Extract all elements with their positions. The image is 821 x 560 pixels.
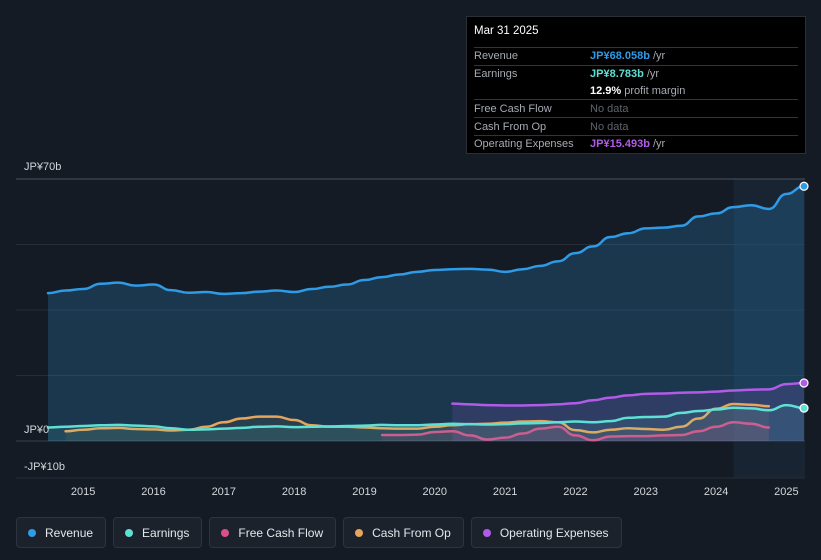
tooltip-label: Revenue: [474, 50, 519, 63]
y-label-zero: JP¥0: [24, 424, 49, 436]
revenue-line: [46, 185, 806, 296]
tooltip-label: Free Cash Flow: [474, 102, 552, 115]
legend-label: Cash From Op: [372, 525, 451, 540]
tooltip-value: No data: [590, 102, 629, 115]
tooltip-row-revenue: Revenue JP¥68.058b /yr: [474, 47, 798, 65]
data-tooltip: Mar 31 2025 Revenue JP¥68.058b /yr Earni…: [466, 16, 806, 154]
y-label-top: JP¥70b: [24, 161, 61, 173]
free-cash-flow-line: [380, 421, 771, 442]
legend-label: Revenue: [45, 525, 94, 540]
earnings-line: [46, 403, 806, 432]
tooltip-row-cfo: Cash From Op No data: [474, 117, 798, 135]
operating-expenses-line: [451, 381, 806, 407]
x-tick-label: 2025: [774, 486, 798, 498]
tooltip-value: No data: [590, 120, 629, 133]
tooltip-value: JP¥15.493b: [590, 138, 650, 151]
tooltip-value: JP¥8.783b: [590, 68, 644, 81]
legend-dot-icon: [125, 528, 134, 537]
legend-label: Free Cash Flow: [238, 525, 324, 540]
legend-dot-icon: [28, 528, 36, 537]
tooltip-value: 12.9%: [590, 84, 622, 97]
legend-label: Earnings: [142, 525, 190, 540]
legend-dot-icon: [221, 528, 230, 537]
earnings-area: [48, 405, 804, 441]
tooltip-unit: profit margin: [624, 84, 686, 97]
x-tick-label: 2015: [71, 486, 95, 498]
tooltip-row-earnings: Earnings JP¥8.783b /yr: [474, 64, 798, 83]
tooltip-date: Mar 31 2025: [474, 25, 539, 37]
y-label-bottom: -JP¥10b: [24, 461, 65, 473]
legend-dot-icon: [355, 528, 364, 537]
cash-from-op-area: [65, 403, 769, 441]
legend-label: Operating Expenses: [499, 525, 609, 540]
legend: Revenue Earnings Free Cash Flow Cash Fro…: [16, 517, 622, 548]
tooltip-label: Operating Expenses: [474, 138, 574, 151]
x-tick-label: 2016: [141, 486, 165, 498]
x-tick-label: 2017: [212, 486, 236, 498]
legend-item-cash-from-op[interactable]: Cash From Op: [343, 517, 464, 548]
tooltip-unit: /yr: [652, 138, 666, 151]
x-tick-label: 2022: [563, 486, 587, 498]
tooltip-unit: /yr: [646, 68, 660, 81]
operating-expenses-end-marker: [799, 378, 809, 388]
revenue-area: [48, 186, 804, 441]
revenue-end-marker: [799, 181, 809, 191]
x-tick-label: 2021: [493, 486, 517, 498]
x-tick-label: 2018: [282, 486, 306, 498]
x-tick-label: 2020: [423, 486, 447, 498]
tooltip-row-fcf: Free Cash Flow No data: [474, 99, 798, 117]
legend-dot-icon: [482, 528, 491, 537]
legend-item-earnings[interactable]: Earnings: [113, 517, 203, 548]
legend-item-operating-expenses[interactable]: Operating Expenses: [470, 517, 622, 548]
x-tick-label: 2019: [352, 486, 376, 498]
tooltip-value: JP¥68.058b: [590, 50, 650, 63]
series-layer: [46, 181, 809, 442]
legend-item-free-cash-flow[interactable]: Free Cash Flow: [209, 517, 337, 548]
tooltip-row-opex: Operating Expenses JP¥15.493b /yr: [474, 134, 798, 153]
earnings-end-marker: [799, 403, 809, 413]
tooltip-label: Earnings: [474, 68, 518, 81]
legend-item-revenue[interactable]: Revenue: [16, 517, 107, 548]
x-tick-label: 2023: [634, 486, 658, 498]
tooltip-label: Cash From Op: [474, 120, 547, 133]
tooltip-unit: /yr: [652, 50, 666, 63]
x-axis: 2015 2016 2017 2018 2019 2020 2021 2022 2023 2024…: [71, 486, 799, 498]
tooltip-row-margin: 12.9% profit margin: [474, 83, 798, 100]
gridlines: [16, 178, 805, 479]
x-tick-label: 2024: [704, 486, 728, 498]
